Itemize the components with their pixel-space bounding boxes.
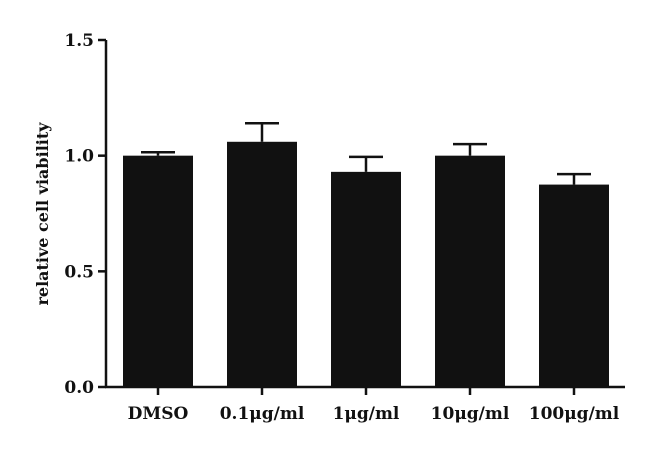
bar (539, 184, 609, 387)
y-tick-label: 1.5 (64, 31, 94, 51)
y-tick-label: 1.0 (64, 147, 94, 167)
bar (123, 155, 193, 387)
x-tick-label: 10μg/ml (431, 404, 510, 424)
bar (227, 141, 297, 387)
y-tick-label: 0.0 (64, 378, 94, 398)
x-tick-label: 1μg/ml (333, 404, 400, 424)
x-tick-label: 100μg/ml (529, 404, 620, 424)
x-tick-label: DMSO (128, 404, 189, 424)
x-tick-label: 0.1μg/ml (220, 404, 305, 424)
y-tick-label: 0.5 (64, 262, 94, 282)
plot-area: 0.0 0.5 1.0 1.5 DMSO 0.1μg/ml 1μg/ml 10μg/ml 100… (64, 31, 625, 424)
y-axis-title: relative cell viability (33, 122, 52, 306)
bar (435, 155, 505, 387)
bar (331, 171, 401, 387)
